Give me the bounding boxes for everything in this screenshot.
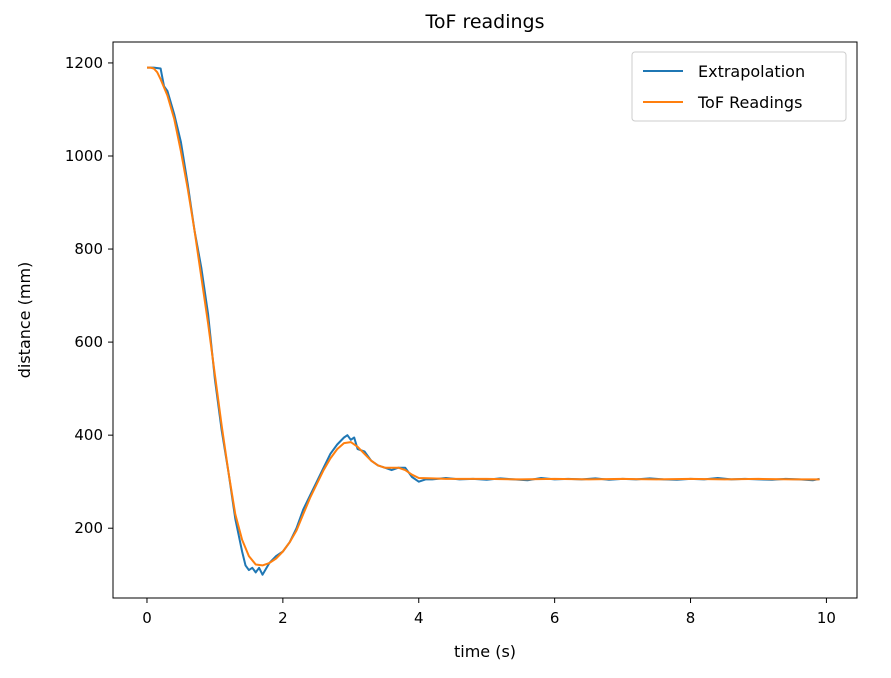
y-tick-label: 200 xyxy=(74,519,103,537)
x-tick-label: 8 xyxy=(686,609,696,627)
x-tick-label: 6 xyxy=(550,609,560,627)
y-tick-label: 400 xyxy=(74,426,103,444)
legend: Extrapolation ToF Readings xyxy=(631,51,847,122)
x-tick-label: 10 xyxy=(817,609,836,627)
y-tick-label: 1200 xyxy=(65,54,103,72)
y-axis-label: distance (mm) xyxy=(15,262,34,379)
y-tick-label: 600 xyxy=(74,333,103,351)
plot-frame xyxy=(112,41,858,599)
legend-label-extrapolation: Extrapolation xyxy=(698,62,805,81)
x-axis: 0 2 4 6 8 10 xyxy=(142,598,836,627)
x-tick-label: 2 xyxy=(278,609,288,627)
y-axis: 200 400 600 800 1000 1200 xyxy=(65,54,113,537)
legend-label-tof-readings: ToF Readings xyxy=(697,93,802,112)
x-axis-label: time (s) xyxy=(454,642,516,661)
x-tick-label: 0 xyxy=(142,609,152,627)
legend-box xyxy=(631,51,847,122)
plot-background xyxy=(113,42,857,598)
y-tick-label: 800 xyxy=(74,240,103,258)
plot-area xyxy=(113,42,857,598)
y-tick-label: 1000 xyxy=(65,147,103,165)
chart-title: ToF readings xyxy=(424,11,544,33)
x-tick-label: 4 xyxy=(414,609,424,627)
series-line-tof-readings xyxy=(147,66,820,567)
series-layer xyxy=(147,66,820,576)
